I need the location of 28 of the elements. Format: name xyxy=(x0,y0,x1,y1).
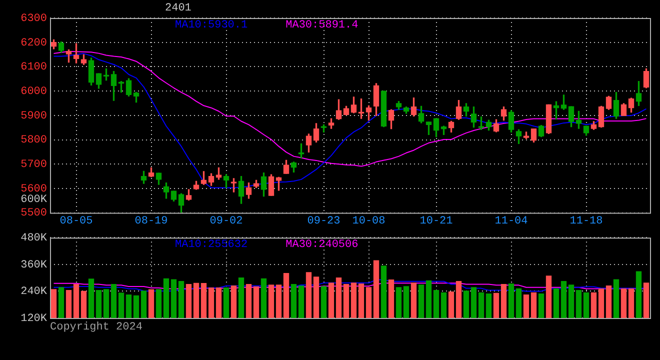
y-tick-label: 6000 xyxy=(20,86,47,98)
y-tick-label: 5700 xyxy=(20,159,47,172)
text: MA30:240506 xyxy=(286,239,358,252)
y-tick-label: 120K xyxy=(20,312,48,325)
y-tick-label: 360K xyxy=(20,259,48,272)
y-tick-label: 480K xyxy=(20,232,48,245)
y-tick-label: 6300 xyxy=(20,12,47,25)
x-tick-label: 10-08 xyxy=(352,215,386,228)
text: Copyright 2024 xyxy=(50,321,143,334)
text: MA10:255632 xyxy=(175,239,248,252)
x-tick-label: 09-23 xyxy=(307,215,340,228)
text: MA10:5930.1 xyxy=(175,19,248,32)
x-tick-label: 09-02 xyxy=(210,215,243,228)
x-tick-label: 08-19 xyxy=(134,215,168,228)
x-tick-label: 10-21 xyxy=(420,215,454,228)
x-tick-label: 11-18 xyxy=(570,215,603,228)
x-tick-label: 08-05 xyxy=(60,215,93,228)
x-tick-label: 11-04 xyxy=(494,215,528,228)
y-tick-label: 5600 xyxy=(20,183,47,196)
y-tick-label: 5800 xyxy=(20,134,47,147)
y-tick-label: 5500 xyxy=(20,208,47,220)
text: 600K xyxy=(20,194,48,206)
y-tick-label: 6100 xyxy=(20,62,47,74)
chart-title: 2401 xyxy=(165,2,192,14)
text: MA30:5891.4 xyxy=(286,19,359,32)
y-tick-label: 5900 xyxy=(20,110,47,122)
y-tick-label: 240K xyxy=(20,286,48,298)
y-tick-label: 6200 xyxy=(20,37,47,50)
